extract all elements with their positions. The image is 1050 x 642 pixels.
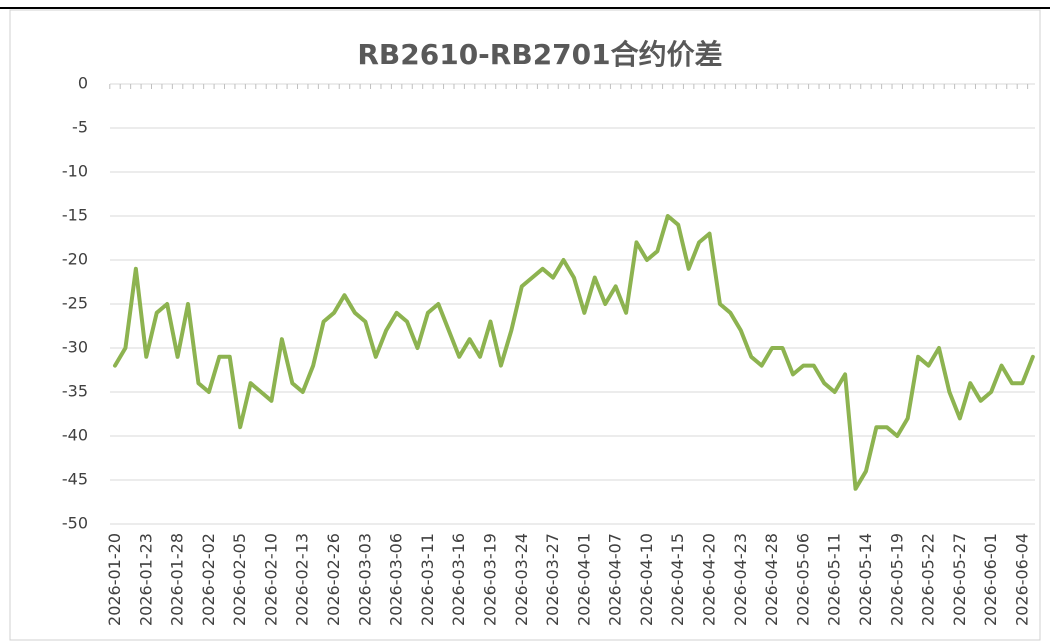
y-tick-label: -10 — [62, 162, 88, 181]
chart-frame — [9, 9, 1041, 641]
x-tick-label: 2026-05-27 — [950, 533, 969, 626]
x-tick-label: 2026-01-28 — [168, 533, 187, 626]
y-tick-label: -30 — [62, 338, 88, 357]
x-tick-label: 2026-02-02 — [199, 533, 218, 626]
x-tick-label: 2026-04-10 — [637, 533, 656, 626]
x-tick-label: 2026-02-05 — [230, 533, 249, 626]
x-tick-label: 2026-01-20 — [105, 533, 124, 626]
y-tick-label: -35 — [62, 382, 88, 401]
x-tick-label: 2026-05-06 — [793, 533, 812, 626]
x-tick-label: 2026-03-27 — [543, 533, 562, 626]
x-tick-label: 2026-05-22 — [919, 533, 938, 626]
x-tick-label: 2026-04-01 — [574, 533, 593, 626]
x-tick-label: 2026-03-06 — [387, 533, 406, 626]
x-tick-label: 2026-02-26 — [324, 533, 343, 626]
x-tick-label: 2026-01-23 — [136, 533, 155, 626]
x-tick-label: 2026-03-16 — [449, 533, 468, 626]
x-tick-label: 2026-03-03 — [355, 533, 374, 626]
data-line — [113, 214, 1035, 491]
x-tick-label: 2026-06-04 — [1012, 533, 1031, 626]
x-tick-label: 2026-03-11 — [418, 533, 437, 626]
y-tick-label: -25 — [62, 294, 88, 313]
y-tick-label: -15 — [62, 206, 88, 225]
y-tick-label: -50 — [62, 514, 88, 533]
y-tick-label: 0 — [78, 74, 88, 93]
x-tick-label: 2026-04-15 — [668, 533, 687, 626]
y-tick-label: -45 — [62, 470, 88, 489]
x-tick-label: 2026-04-20 — [700, 533, 719, 626]
y-tick-label: -5 — [72, 118, 88, 137]
x-tick-label: 2026-05-11 — [825, 533, 844, 626]
x-tick-label: 2026-05-19 — [887, 533, 906, 626]
x-tick-label: 2026-02-10 — [261, 533, 280, 626]
y-tick-label: -40 — [62, 426, 88, 445]
x-tick-label: 2026-04-07 — [606, 533, 625, 626]
x-tick-label: 2026-03-24 — [512, 533, 531, 626]
x-tick-label: 2026-03-19 — [480, 533, 499, 626]
y-tick-label: -20 — [62, 250, 88, 269]
chart-title: RB2610-RB2701合约价差 — [357, 38, 722, 71]
x-tick-label: 2026-02-13 — [293, 533, 312, 626]
x-tick-label: 2026-04-28 — [762, 533, 781, 626]
x-tick-label: 2026-06-01 — [981, 533, 1000, 626]
x-tick-label: 2026-04-23 — [731, 533, 750, 626]
x-tick-label: 2026-05-14 — [856, 533, 875, 626]
